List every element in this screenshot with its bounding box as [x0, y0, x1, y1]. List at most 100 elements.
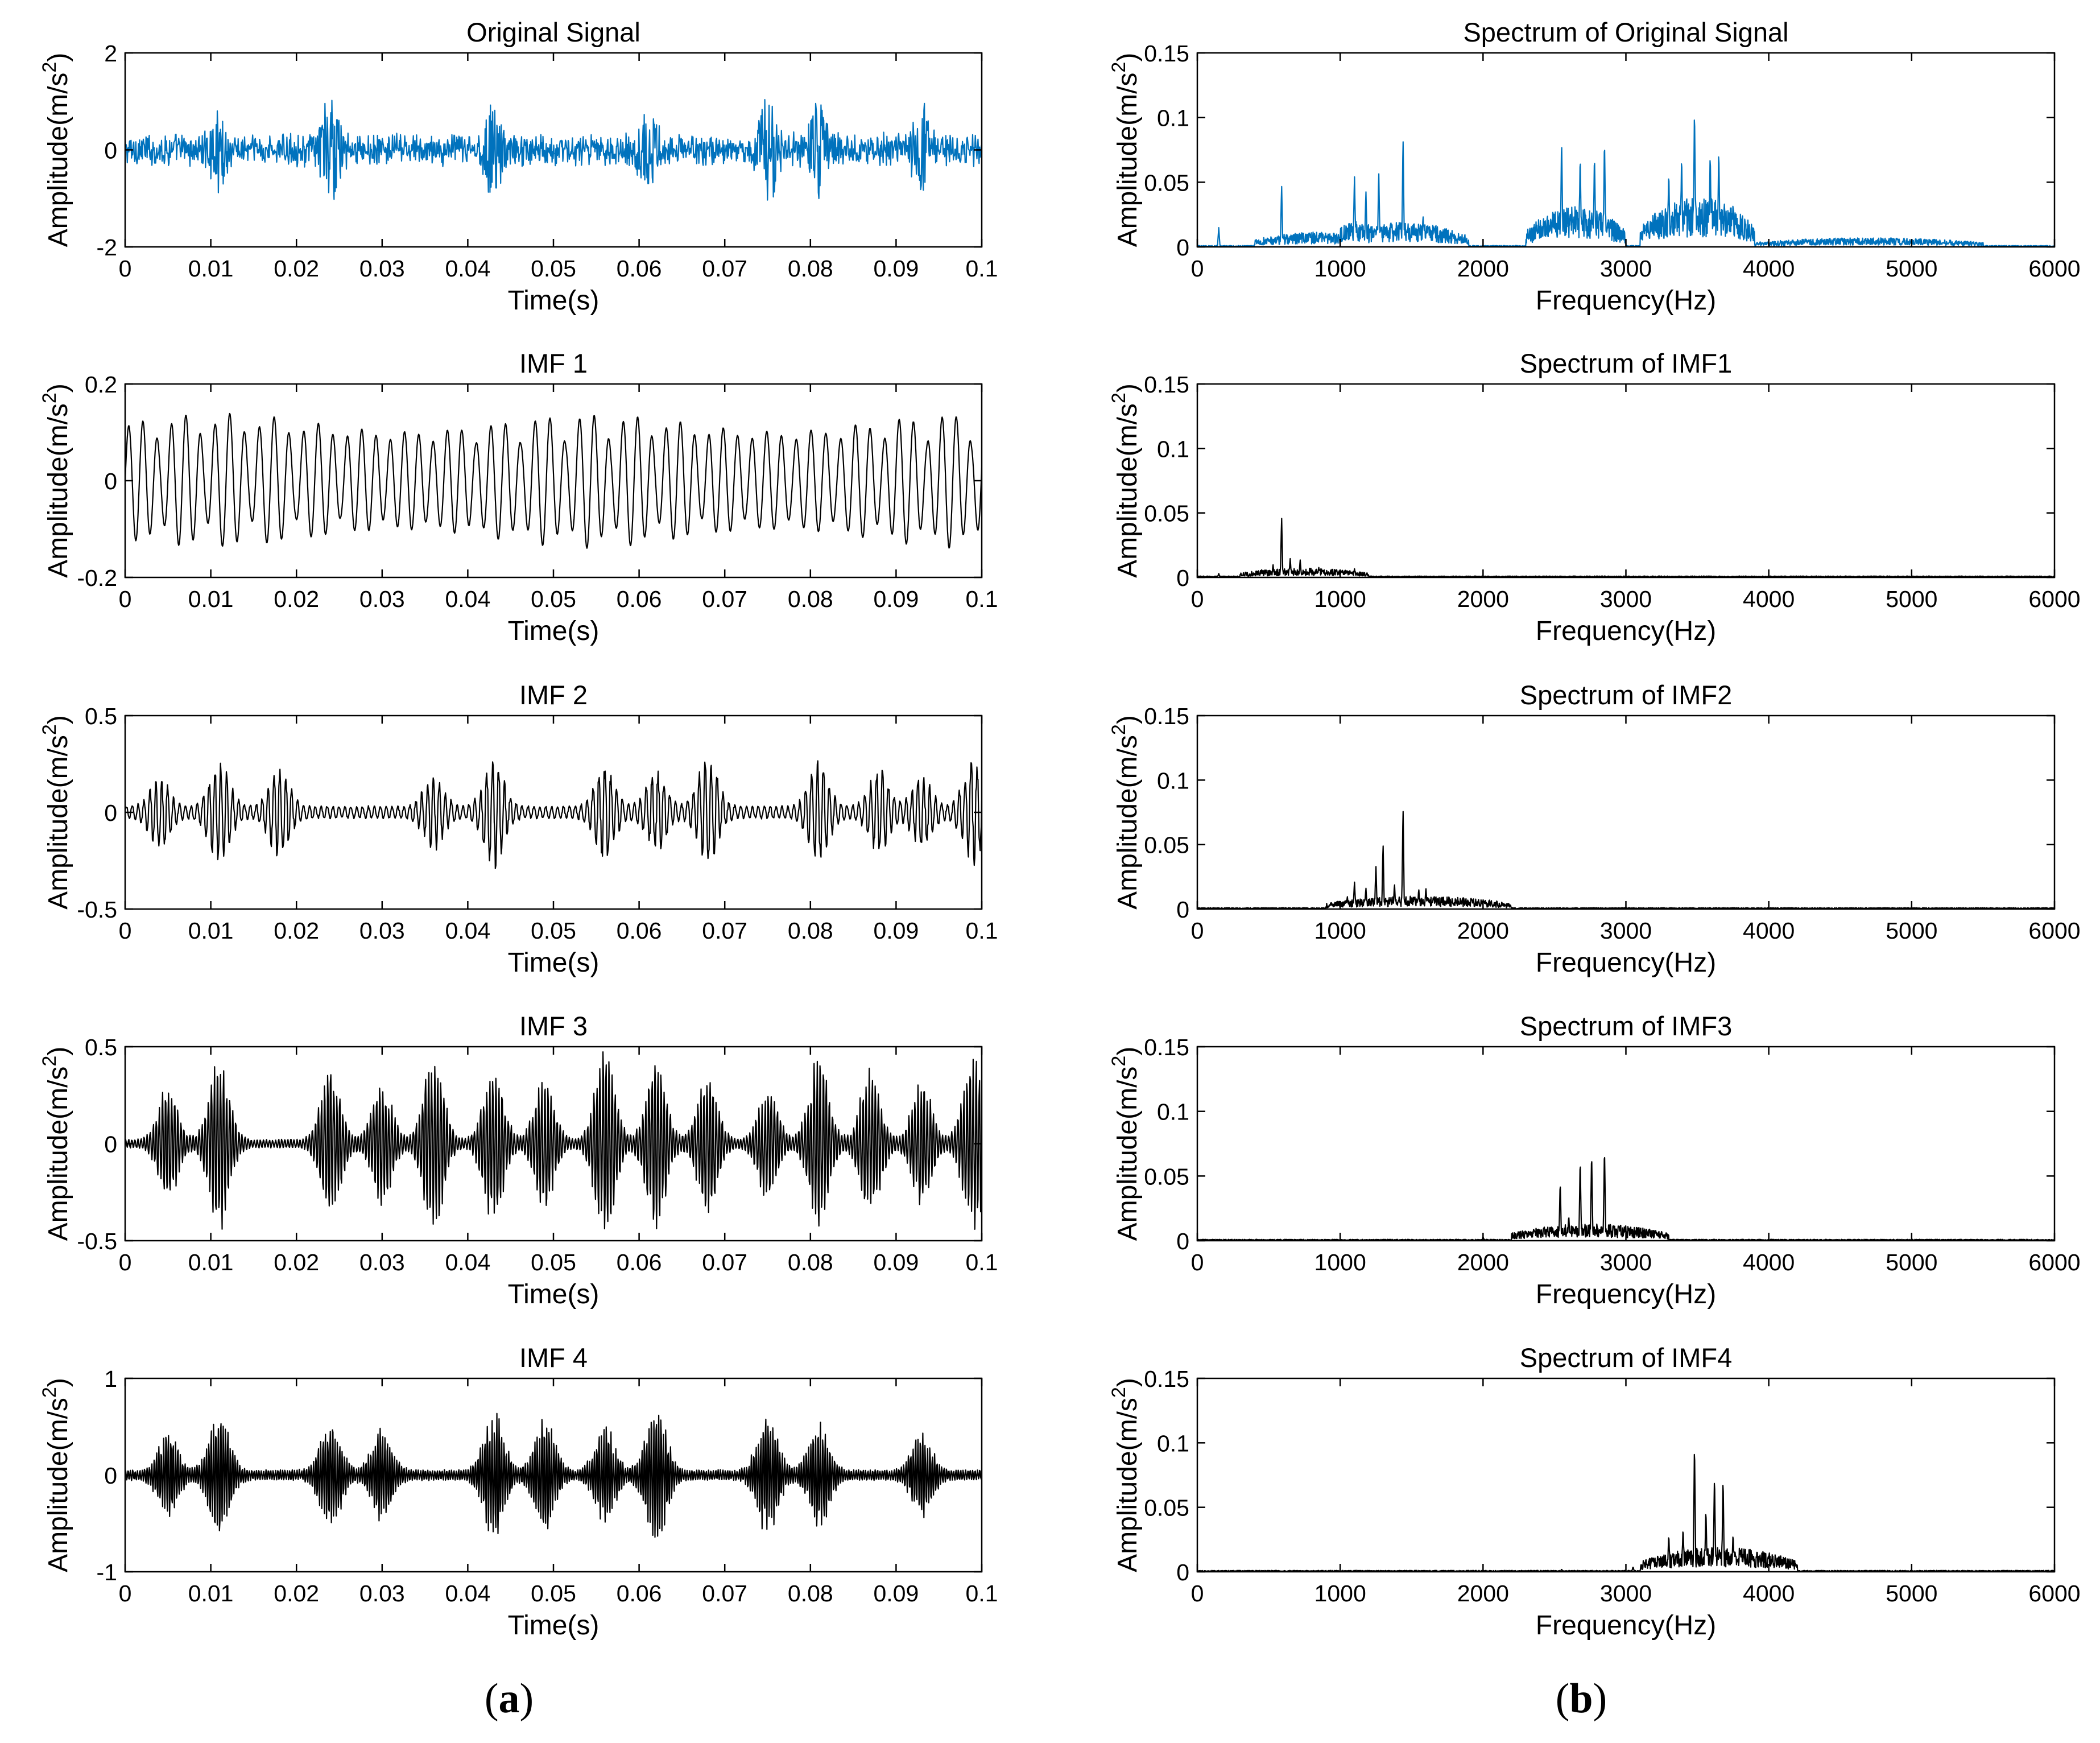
y-tick-label: 0.05	[1144, 501, 1189, 527]
y-tick-label: -2	[97, 234, 117, 261]
y-axis-label: Amplitude(m/s2)	[1108, 715, 1143, 910]
x-tick-label: 5000	[1886, 1580, 1937, 1606]
x-tick-label: 0.04	[445, 586, 490, 612]
y-tick-label: 0	[104, 800, 117, 826]
y-tick-label: 0.5	[85, 1034, 117, 1060]
y-tick-label: 0	[104, 1131, 117, 1158]
x-tick-label: 0.03	[359, 1249, 405, 1275]
x-tick-label: 1000	[1314, 586, 1366, 612]
x-tick-label: 0.09	[873, 255, 919, 282]
x-tick-label: 6000	[2028, 1580, 2080, 1606]
y-tick-label: 0.05	[1144, 1163, 1189, 1189]
x-tick-label: 0.02	[274, 918, 319, 944]
x-tick-label: 0.01	[188, 255, 234, 282]
x-axis-label: Frequency(Hz)	[1536, 1610, 1716, 1641]
y-tick-label: 0.1	[1157, 436, 1189, 462]
x-tick-label: 0.06	[617, 1249, 662, 1275]
subplot-spectrum-imf3: 0 1000 2000 3000 4000 5000 6000 0 0.05 0.1 0.15 Spe…	[1108, 1011, 2081, 1310]
y-tick-label: -0.5	[77, 897, 117, 923]
x-tick-label: 0.08	[788, 1580, 833, 1606]
x-tick-label: 1000	[1314, 1249, 1366, 1275]
y-axis-label: Amplitude(m/s2)	[39, 1047, 73, 1241]
x-tick-label: 0.07	[702, 1580, 747, 1606]
subplot-time-imf1: 0 0.01 0.02 0.03 0.04 0.05 0.06 0.07 0.08 0.09 0.1…	[39, 348, 998, 646]
y-tick-label: 0.1	[1157, 1430, 1189, 1456]
x-tick-label: 2000	[1457, 255, 1509, 282]
x-tick-label: 0.1	[966, 1249, 998, 1275]
x-tick-label: 0.04	[445, 918, 490, 944]
subplot-time-original: 0 0.01 0.02 0.03 0.04 0.05 0.06 0.07 0.08 0.09 0.1…	[39, 17, 998, 316]
subplot-grid: 0 0.01 0.02 0.03 0.04 0.05 0.06 0.07 0.08 0.09 0.1…	[39, 17, 2081, 1641]
y-tick-label: 0.05	[1144, 170, 1189, 196]
panel-label-a: (a)	[485, 1675, 534, 1722]
subplot-title: Spectrum of IMF2	[1520, 680, 1733, 710]
y-tick-label: 0.15	[1144, 371, 1189, 398]
x-tick-label: 0.09	[873, 918, 919, 944]
x-axis-label: Frequency(Hz)	[1536, 286, 1716, 316]
series-line-time-original	[125, 99, 982, 201]
subplot-time-imf3: 0 0.01 0.02 0.03 0.04 0.05 0.06 0.07 0.08 0.09 0.1…	[39, 1011, 998, 1310]
x-tick-label: 0	[1191, 918, 1204, 944]
series-line-time-imf1	[125, 412, 982, 549]
x-axis-label: Time(s)	[508, 616, 600, 646]
x-tick-label: 0.02	[274, 1249, 319, 1275]
subplot-spectrum-imf1: 0 1000 2000 3000 4000 5000 6000 0 0.05 0.1 0.15 Spe…	[1108, 348, 2081, 646]
x-tick-label: 0.03	[359, 586, 405, 612]
y-axis-label: Amplitude(m/s2)	[39, 715, 73, 910]
y-tick-label: 0.5	[85, 703, 117, 729]
x-tick-label: 0.03	[359, 918, 405, 944]
x-tick-label: 2000	[1457, 1580, 1509, 1606]
x-axis-label: Frequency(Hz)	[1536, 616, 1716, 646]
x-tick-label: 0.1	[966, 255, 998, 282]
x-tick-label: 5000	[1886, 586, 1937, 612]
y-tick-label: 0	[1176, 897, 1189, 923]
panel-letter-b: b	[1569, 1675, 1593, 1722]
subplot-title: Spectrum of IMF1	[1520, 348, 1733, 378]
x-tick-label: 3000	[1600, 918, 1652, 944]
x-tick-label: 4000	[1743, 1249, 1795, 1275]
x-tick-label: 0.06	[617, 918, 662, 944]
y-axis-label: Amplitude(m/s2)	[1108, 1047, 1143, 1241]
x-tick-label: 0.02	[274, 1580, 319, 1606]
y-axis-label: Amplitude(m/s2)	[1108, 1378, 1143, 1572]
y-tick-label: 0.05	[1144, 1495, 1189, 1521]
x-tick-label: 0.04	[445, 255, 490, 282]
x-tick-label: 0.06	[617, 255, 662, 282]
x-tick-label: 0.05	[531, 586, 576, 612]
x-tick-label: 6000	[2028, 255, 2080, 282]
y-tick-label: -0.2	[77, 565, 117, 591]
x-tick-label: 0.08	[788, 918, 833, 944]
y-tick-label: 0	[1176, 234, 1189, 261]
subplot-title: Original Signal	[466, 17, 640, 47]
subplot-title: Spectrum of IMF3	[1520, 1011, 1733, 1041]
y-tick-label: 2	[104, 40, 117, 67]
x-tick-label: 0	[119, 586, 132, 612]
x-tick-label: 0.1	[966, 586, 998, 612]
y-tick-label: 0	[104, 1463, 117, 1489]
x-tick-label: 0.02	[274, 586, 319, 612]
x-tick-label: 4000	[1743, 586, 1795, 612]
x-tick-label: 0.1	[966, 918, 998, 944]
x-tick-label: 0.07	[702, 1249, 747, 1275]
subplot-spectrum-imf2: 0 1000 2000 3000 4000 5000 6000 0 0.05 0.1 0.15 Spe…	[1108, 680, 2081, 978]
y-tick-label: -0.5	[77, 1228, 117, 1254]
x-tick-label: 0.01	[188, 918, 234, 944]
y-axis-label: Amplitude(m/s2)	[1108, 53, 1143, 247]
y-tick-label: 1	[104, 1366, 117, 1392]
y-tick-label: 0	[104, 138, 117, 164]
x-tick-label: 0.09	[873, 1580, 919, 1606]
y-tick-label: 0.1	[1157, 105, 1189, 131]
x-tick-label: 0	[1191, 255, 1204, 282]
subplot-title: Spectrum of IMF4	[1520, 1343, 1733, 1373]
x-tick-label: 0	[1191, 586, 1204, 612]
y-axis-label: Amplitude(m/s2)	[1108, 383, 1143, 578]
x-tick-label: 0.05	[531, 1580, 576, 1606]
x-tick-label: 0.07	[702, 586, 747, 612]
x-tick-label: 2000	[1457, 586, 1509, 612]
x-tick-label: 6000	[2028, 918, 2080, 944]
x-tick-label: 0.08	[788, 255, 833, 282]
y-tick-label: -1	[97, 1559, 117, 1585]
x-tick-label: 4000	[1743, 1580, 1795, 1606]
y-axis-label: Amplitude(m/s2)	[39, 383, 73, 578]
